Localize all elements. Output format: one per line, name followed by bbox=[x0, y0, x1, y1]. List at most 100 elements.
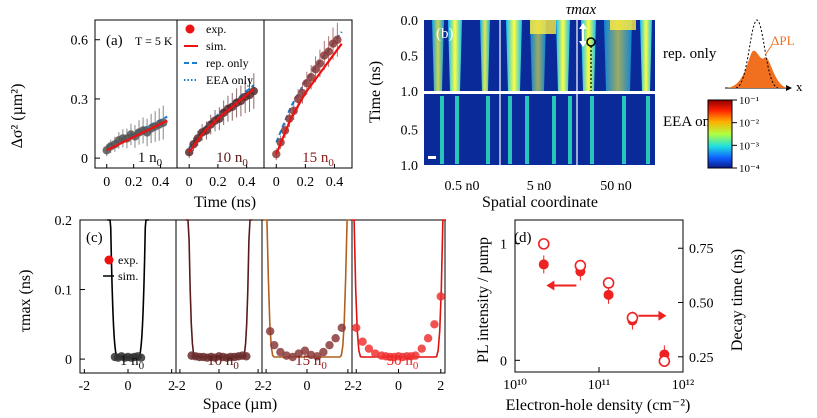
data-point bbox=[371, 349, 380, 358]
x-tick-label: 0 bbox=[395, 379, 402, 394]
colorbar-tick-label: 10⁻³ bbox=[739, 140, 760, 152]
subplot-label: 1 n0 bbox=[120, 353, 145, 372]
streak-eea bbox=[455, 96, 459, 164]
panel-a-subplot-15n0: 0 0.2 0.4 15 n0 bbox=[263, 19, 353, 190]
y-tick-label-left: 1 bbox=[500, 237, 507, 252]
panel-a-xlabel: Time (ns) bbox=[194, 194, 256, 211]
streak-hot bbox=[530, 20, 556, 34]
x-tick-label: 0 bbox=[216, 379, 223, 394]
arrow-right-head bbox=[658, 310, 667, 321]
data-point bbox=[272, 149, 281, 159]
row-label-rep: rep. only bbox=[663, 46, 717, 62]
panel-a-ylabel: Δσ² (µm²) bbox=[9, 84, 26, 149]
y-tick-label: 0.2 bbox=[55, 214, 73, 229]
subplot-label: 10 n0 bbox=[216, 150, 248, 169]
scale-bar bbox=[428, 156, 436, 159]
data-point bbox=[337, 323, 346, 332]
streak-rep bbox=[480, 20, 490, 91]
y-tick-label-right: 0.25 bbox=[689, 351, 714, 366]
colorbar-tick-label: 10⁻¹ bbox=[739, 95, 759, 107]
x-tick-label: 0.2 bbox=[297, 175, 315, 190]
y-tick-label: 0.3 bbox=[71, 93, 89, 108]
sim-line bbox=[275, 43, 343, 155]
streak-hot bbox=[610, 20, 636, 30]
sim-line bbox=[185, 219, 253, 358]
data-point bbox=[315, 59, 325, 68]
data-point bbox=[313, 352, 322, 361]
subplot-label: 1 n0 bbox=[138, 150, 163, 169]
streak-eea bbox=[622, 96, 626, 164]
panel-d: PL intensity / pump Decay time (ns) Elec… bbox=[475, 219, 746, 414]
streak-rep bbox=[556, 20, 570, 91]
panel-a-legend: exp. sim. rep. only EEA only bbox=[184, 22, 253, 87]
x-tick-label: 2 bbox=[344, 379, 351, 394]
x-tick-label: 2 bbox=[437, 379, 444, 394]
legend-eea-label: EEA only bbox=[206, 73, 253, 87]
decay-time-point bbox=[658, 355, 671, 367]
x-tick-label: 10¹⁰ bbox=[503, 378, 527, 393]
data-point bbox=[276, 347, 285, 357]
streak-eea bbox=[486, 96, 490, 164]
y-tick-label: 0 bbox=[65, 353, 72, 368]
panel-d-plot: 10¹⁰ 10¹¹ 10¹² 0 1 0.25 0.50 0.75 bbox=[500, 219, 714, 393]
y-tick-label: 1.0 bbox=[401, 159, 419, 174]
streak-rep bbox=[640, 20, 652, 91]
panel-c-legend: exp. sim. bbox=[103, 253, 138, 283]
x-tick-label: 0 bbox=[273, 175, 280, 190]
y-tick-label-right: 0.50 bbox=[689, 297, 714, 312]
y-tick-label-left: 0 bbox=[500, 354, 507, 369]
legend-c-sim-label: sim. bbox=[118, 269, 138, 283]
data-point bbox=[319, 347, 328, 357]
x-tick-label: 0.4 bbox=[326, 175, 344, 190]
legend-c-exp-marker bbox=[104, 255, 114, 265]
x-tick-label: 10¹¹ bbox=[588, 378, 610, 393]
y-tick-label: 0.0 bbox=[401, 14, 419, 29]
colorbar-ticks: 10⁻¹ 10⁻² 10⁻³ 10⁻⁴ bbox=[732, 95, 760, 175]
decay-time-point bbox=[574, 259, 587, 272]
data-point bbox=[325, 340, 334, 350]
streak-eea bbox=[590, 96, 594, 164]
sim-line bbox=[106, 119, 168, 152]
y-tick-label: 0.5 bbox=[401, 124, 419, 139]
heatmap-streaks bbox=[432, 20, 652, 164]
y-tick-label: 0 bbox=[81, 152, 88, 167]
data-point bbox=[242, 352, 251, 361]
panel-d-tag: (d) bbox=[514, 230, 532, 246]
data-point bbox=[136, 353, 146, 362]
streak-rep bbox=[506, 20, 522, 91]
data-point bbox=[300, 346, 310, 355]
x-tick-label: 0.4 bbox=[152, 175, 170, 190]
legend-exp-label: exp. bbox=[206, 22, 226, 36]
data-point bbox=[417, 344, 426, 353]
panel-c-subplots: -2 0 2 1 n0 -2 0 2 10 n0 -2 0 2 15 n0 -2 0 2 50 n0 bbox=[79, 219, 447, 394]
tau-arrow-head-bottom bbox=[579, 41, 587, 47]
inset-dpl-label: ΔPL bbox=[771, 33, 795, 48]
panel-a-subplot-1n0: 0 0.2 0.4 1 n0 bbox=[94, 19, 178, 190]
x-tick-label: 0 bbox=[103, 175, 110, 190]
panel-a-annotation: T = 5 K bbox=[135, 34, 173, 48]
panel-d-ylabel-left: PL intensity / pump bbox=[475, 237, 492, 363]
streak-rep bbox=[448, 20, 462, 91]
x-tick-label: 0 bbox=[125, 379, 132, 394]
data-point bbox=[302, 78, 312, 88]
streak-rep bbox=[604, 20, 632, 91]
data-point bbox=[331, 334, 340, 343]
panel-b-tag: (b) bbox=[436, 26, 454, 42]
subplot-label: 50 n0 bbox=[387, 353, 419, 372]
colorbar-tick-label: 10⁻⁴ bbox=[739, 163, 760, 175]
y-tick-label-right: 0.75 bbox=[689, 242, 714, 257]
x-tick-label: 0.2 bbox=[125, 175, 143, 190]
data-point bbox=[436, 292, 445, 301]
sim-line bbox=[264, 219, 350, 358]
data-point bbox=[364, 344, 374, 353]
panel-a-tag: (a) bbox=[106, 33, 123, 49]
streak-eea bbox=[440, 96, 444, 164]
y-tick-label: 1.0 bbox=[401, 85, 419, 100]
col-label-1: 5 n0 bbox=[527, 179, 552, 194]
row-label-eea: EEA only bbox=[663, 114, 722, 130]
pl-inset: ΔPL x bbox=[725, 19, 803, 94]
panel-b: Time (ns) Spatial coordinate τmax (b) 0.… bbox=[367, 2, 803, 211]
panel-d-ylabel-right: Decay time (ns) bbox=[729, 249, 746, 351]
x-tick-label: -2 bbox=[350, 379, 362, 394]
